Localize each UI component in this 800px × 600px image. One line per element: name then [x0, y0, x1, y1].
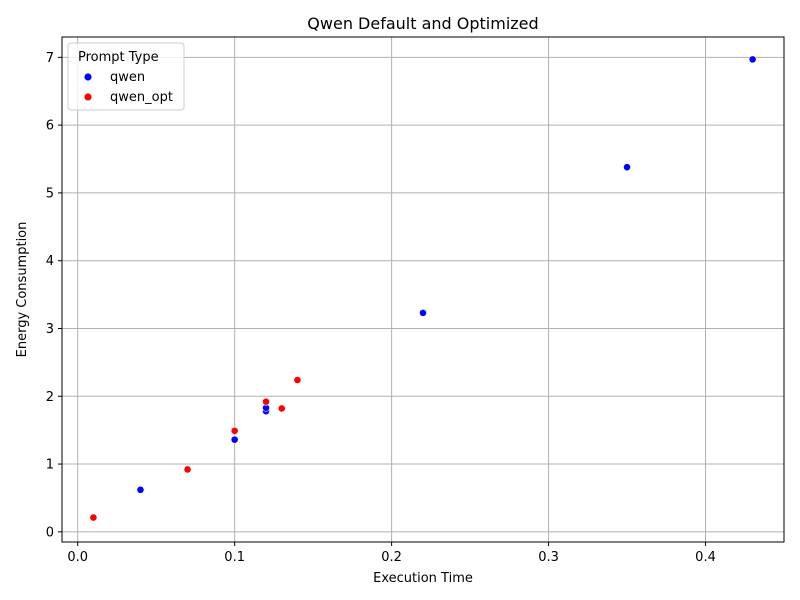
legend: Prompt Type qwen qwen_opt [67, 42, 185, 111]
chart-title: Qwen Default and Optimized [307, 14, 538, 33]
y-tick-label: 1 [46, 458, 54, 473]
legend-title: Prompt Type [78, 50, 159, 65]
points-layer [89, 55, 757, 522]
y-axis-label: Energy Consumption [15, 222, 30, 358]
x-tick-label: 0.4 [695, 550, 716, 565]
data-point-qwen-opt [89, 513, 98, 522]
y-tick-label: 5 [46, 186, 54, 201]
data-point-qwen-opt [230, 426, 239, 435]
y-tick-label: 7 [46, 51, 54, 66]
x-tick-label: 0.1 [224, 550, 245, 565]
x-axis-label: Execution Time [373, 571, 473, 586]
legend-box [67, 42, 185, 111]
legend-marker-qwen-opt [84, 93, 92, 101]
x-tick-label: 0.3 [538, 550, 559, 565]
x-tick-label: 0.2 [381, 550, 402, 565]
data-point-qwen-opt [262, 397, 270, 406]
y-tick-label: 4 [46, 254, 54, 269]
plot-frame [61, 36, 785, 543]
data-point-qwen [623, 163, 631, 172]
data-point-qwen [230, 435, 239, 444]
grid-layer [62, 37, 784, 542]
data-point-qwen [748, 55, 757, 64]
data-point-qwen [419, 308, 427, 317]
y-tick-label: 2 [46, 390, 54, 405]
legend-label-qwen-opt: qwen_opt [110, 90, 173, 105]
y-tick-label: 0 [46, 525, 54, 540]
y-tick-label: 3 [46, 322, 54, 337]
y-tick-label: 6 [46, 119, 54, 134]
data-point-qwen-opt [183, 465, 192, 474]
x-tick-label: 0.0 [67, 550, 88, 565]
data-point-qwen [136, 485, 145, 494]
data-point-qwen-opt [293, 376, 302, 384]
legend-marker-qwen [84, 73, 92, 81]
data-point-qwen-opt [277, 404, 286, 413]
ticks-layer: 0.0 0.1 0.2 0.3 0.4 0 1 2 3 4 5 6 7 [46, 51, 716, 565]
legend-label-qwen: qwen [110, 70, 145, 85]
